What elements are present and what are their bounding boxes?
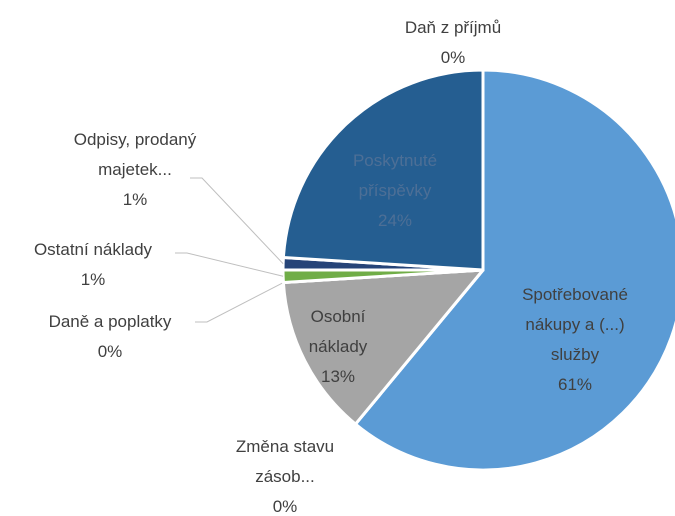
- value-label: 13%: [320, 367, 356, 386]
- slice-label: Daně a poplatky 0%: [10, 307, 210, 367]
- value-label: 24%: [377, 211, 413, 230]
- slice-label: Spotřebované nákupy a (...) služby 61%: [510, 280, 640, 400]
- value-label: 1%: [80, 270, 106, 289]
- leader-line: [195, 282, 284, 323]
- slice-label: Odpisy, prodaný majetek... 1%: [50, 125, 220, 215]
- category-label: Osobní náklady: [308, 307, 368, 356]
- value-label: 0%: [440, 48, 466, 67]
- pie-slice: [281, 268, 485, 426]
- category-label: Spotřebované nákupy a (...) služby: [522, 285, 628, 364]
- value-label: 0%: [97, 342, 123, 361]
- category-label: Daň z příjmů: [404, 18, 502, 37]
- leader-line: [175, 252, 284, 277]
- value-label: 1%: [122, 190, 148, 209]
- slice-label: Změna stavu zásob... 0%: [225, 432, 345, 516]
- slice-label: Poskytnuté příspěvky 24%: [340, 146, 450, 236]
- value-label: 0%: [272, 497, 298, 516]
- category-label: Poskytnuté příspěvky: [352, 151, 438, 200]
- category-label: Změna stavu zásob...: [235, 437, 335, 486]
- category-label: Daně a poplatky: [48, 312, 172, 331]
- value-label: 61%: [557, 375, 593, 394]
- category-label: Ostatní náklady: [33, 240, 153, 259]
- slice-label: Osobní náklady 13%: [293, 302, 383, 392]
- pie-slice: [354, 68, 675, 472]
- pie-slice: [281, 68, 485, 272]
- leader-line: [190, 177, 284, 265]
- slice-label: Daň z příjmů 0%: [378, 13, 528, 73]
- slice-label: Ostatní náklady 1%: [0, 235, 193, 295]
- category-label: Odpisy, prodaný majetek...: [73, 130, 197, 179]
